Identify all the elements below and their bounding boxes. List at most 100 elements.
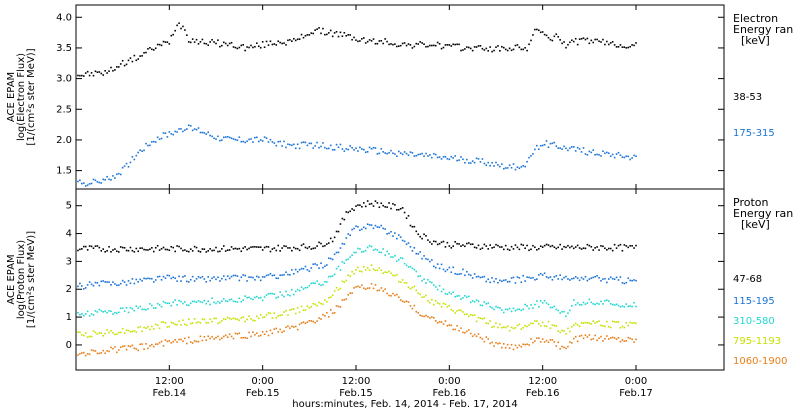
data-point [376, 226, 379, 228]
data-point [394, 294, 396, 297]
data-point [211, 277, 213, 280]
data-point [123, 165, 126, 167]
data-point [508, 249, 511, 251]
data-point [440, 241, 443, 244]
data-point [475, 320, 478, 323]
data-point [248, 331, 250, 334]
data-point [324, 281, 326, 283]
x-axis-labels: hours:minutes, Feb. 14, 2014 - Feb. 17, … [292, 399, 517, 410]
data-point [112, 69, 114, 72]
data-point [561, 42, 563, 45]
data-point [619, 276, 622, 278]
data-point [524, 280, 526, 282]
data-point [372, 287, 375, 290]
data-point [302, 267, 305, 270]
data-point [230, 335, 233, 338]
data-point [584, 153, 587, 155]
data-point [102, 311, 105, 313]
data-point [248, 138, 250, 141]
data-point [246, 280, 248, 282]
data-point [582, 301, 585, 304]
data-point [522, 274, 525, 277]
data-point [471, 335, 474, 338]
data-point [450, 155, 453, 158]
data-point [401, 300, 404, 303]
data-point [186, 324, 188, 327]
data-point [510, 310, 513, 313]
data-point [532, 34, 534, 36]
data-point [291, 40, 293, 42]
data-point [147, 325, 149, 328]
data-point [584, 275, 587, 278]
data-point [256, 42, 258, 44]
legend-header: Proton [733, 196, 768, 209]
data-point [380, 39, 383, 42]
data-point [543, 143, 546, 146]
data-point [314, 321, 316, 324]
data-point [536, 337, 538, 339]
data-point [353, 209, 355, 212]
data-point [152, 281, 155, 283]
data-point [263, 246, 266, 249]
data-point [259, 296, 262, 299]
data-point [376, 289, 379, 292]
data-point [495, 305, 497, 308]
data-point [481, 276, 484, 278]
data-point [559, 39, 561, 41]
data-point [119, 246, 122, 248]
data-point [236, 301, 239, 303]
data-point [256, 332, 258, 335]
data-point [606, 299, 608, 302]
data-point [166, 136, 169, 138]
data-point [415, 270, 418, 273]
data-point [374, 269, 377, 272]
data-point [611, 277, 614, 280]
data-point [602, 150, 604, 153]
data-point [137, 58, 140, 60]
data-point [497, 306, 499, 309]
data-point [316, 264, 318, 266]
data-point [625, 281, 628, 284]
data-point [90, 335, 93, 338]
data-point [199, 131, 202, 134]
data-point [187, 281, 190, 283]
data-point [215, 278, 217, 281]
data-point [273, 142, 276, 144]
data-point [613, 243, 616, 246]
data-point [578, 303, 581, 306]
data-point [180, 280, 182, 282]
data-point [219, 321, 221, 324]
data-point [114, 333, 116, 336]
data-point [172, 301, 175, 304]
data-point [327, 275, 330, 278]
data-point [388, 252, 390, 255]
data-point [598, 276, 600, 279]
data-point [88, 74, 91, 77]
data-point [380, 224, 383, 227]
data-point [94, 350, 97, 352]
data-point [491, 50, 493, 53]
data-point [106, 329, 108, 331]
data-point [532, 153, 534, 155]
data-point [281, 42, 283, 45]
data-point [534, 278, 536, 281]
data-point [327, 316, 330, 318]
data-point [300, 141, 303, 144]
data-point [477, 45, 480, 47]
data-point [617, 321, 620, 323]
data-point [275, 327, 278, 330]
data-point [77, 74, 79, 77]
data-point [493, 280, 495, 283]
data-point [238, 332, 241, 335]
data-point [444, 320, 447, 322]
data-point [572, 146, 575, 148]
data-point [318, 146, 320, 149]
data-point [483, 275, 486, 278]
data-point [516, 346, 519, 349]
data-point [357, 204, 359, 206]
data-point [230, 275, 233, 278]
series-1060-1900 [77, 283, 637, 357]
data-point [275, 44, 278, 46]
data-point [92, 284, 95, 287]
data-point [499, 307, 501, 309]
